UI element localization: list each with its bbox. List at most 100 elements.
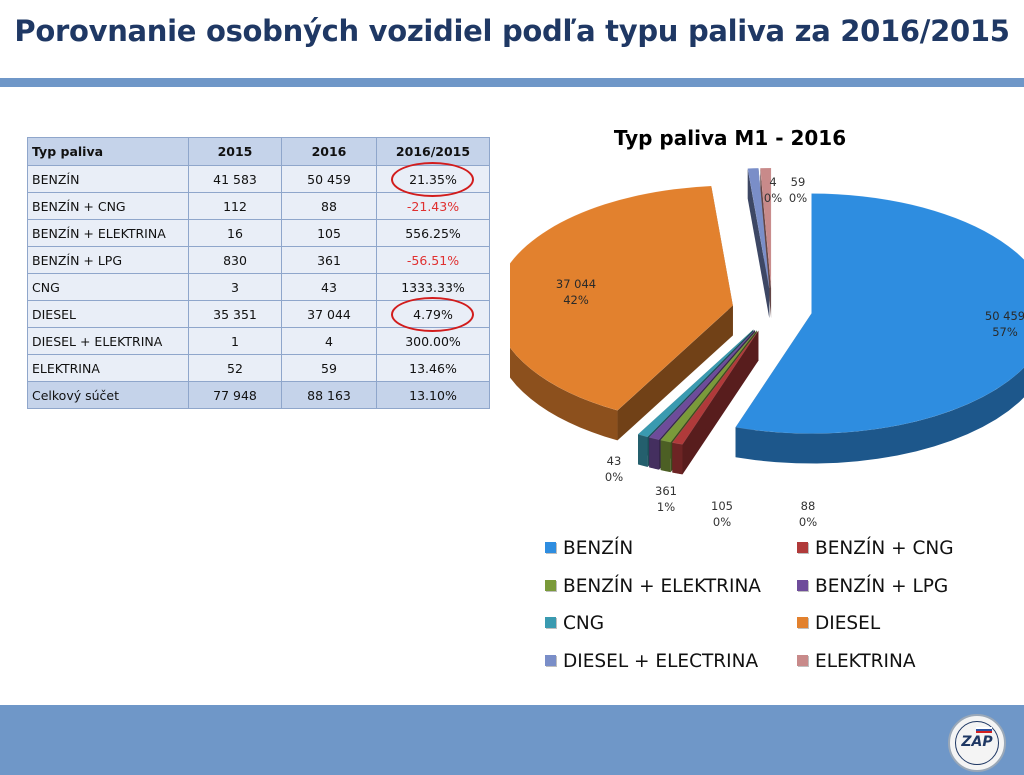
pie-slice-rim (510, 347, 618, 441)
pie-slice-side (672, 330, 759, 473)
value-2016-cell: 88 (281, 192, 377, 220)
ratio-cell: 300.00% (376, 327, 490, 355)
logo-ring (955, 721, 999, 765)
data-label-percent: 0% (605, 470, 623, 484)
data-label-value: 43 (607, 454, 622, 468)
pie-slice-rim (660, 440, 671, 473)
legend-label: ELEKTRINA (815, 650, 916, 672)
pie-slice (760, 167, 772, 289)
ratio-cell: 1333.33% (376, 273, 490, 301)
pie-slice (735, 193, 1024, 434)
legend-swatch (797, 579, 808, 591)
legend-item: BENZÍN + CNG (797, 538, 954, 559)
fuel-type-cell: ELEKTRINA (27, 354, 189, 382)
table-total-row: Celkový súčet 77 948 88 163 13.10% (27, 381, 490, 409)
highlight-ellipse (390, 296, 474, 332)
fuel-type-cell: CNG (27, 273, 189, 301)
pie-slice (671, 330, 759, 445)
legend-label: BENZÍN + LPG (815, 575, 949, 597)
ratio-cell: -21.43% (376, 192, 490, 220)
pie-labels: 50 459 57% 88 0% 105 0% 361 1% 43 0% 37 044 42% 4 0% 5… (556, 175, 1024, 529)
pie-slice-side (617, 305, 733, 441)
ratio-cell: -56.51% (376, 246, 490, 274)
table-row: ELEKTRINA 52 59 13.46% (27, 354, 490, 382)
value-2015-cell: 3 (188, 273, 282, 301)
value-2016-cell: 88 163 (281, 381, 377, 409)
value-2016-cell: 4 (281, 327, 377, 355)
fuel-type-cell: BENZÍN + ELEKTRINA (27, 219, 189, 247)
data-label-value: 105 (711, 499, 733, 513)
legend-swatch (545, 542, 556, 553)
fuel-type-cell: Celkový súčet (27, 381, 189, 409)
value-2015-cell: 41 583 (188, 165, 282, 193)
legend-label: BENZÍN (563, 538, 634, 559)
legend-item: BENZÍN + ELEKTRINA (545, 576, 761, 597)
pie-slice-rim (672, 442, 683, 475)
legend-item: BENZÍN (545, 538, 633, 559)
data-label-percent: 0% (764, 191, 782, 205)
legend-swatch (545, 654, 556, 666)
ratio-cell: 13.46% (376, 354, 490, 382)
table-header-cell: 2016 (281, 137, 377, 166)
legend-swatch (545, 617, 556, 628)
legend-item: ELEKTRINA (797, 651, 916, 672)
pie-slice (510, 185, 734, 411)
fuel-type-cell: BENZÍN (27, 165, 189, 193)
table-row: CNG 3 43 1333.33% (27, 273, 490, 301)
value-2016-cell: 59 (281, 354, 377, 382)
pie-slice-rim (638, 434, 648, 467)
data-label-value: 59 (791, 175, 806, 189)
pie-slice (660, 330, 757, 443)
data-label-percent: 57% (992, 325, 1018, 339)
data-label-percent: 1% (657, 500, 675, 514)
header-rule (0, 78, 1024, 87)
table-row: BENZÍN + CNG 112 88 -21.43% (27, 192, 490, 220)
legend-label: DIESEL + ELECTRINA (563, 650, 759, 672)
legend-item: DIESEL + ELECTRINA (545, 651, 758, 672)
footer-bar (0, 705, 1024, 775)
value-2015-cell: 1 (188, 327, 282, 355)
data-label-value: 88 (801, 499, 816, 513)
data-label-percent: 42% (563, 293, 589, 307)
value-2016-cell: 105 (281, 219, 377, 247)
data-label-value: 50 459 (985, 309, 1024, 323)
value-2015-cell: 52 (188, 354, 282, 382)
data-label-percent: 0% (789, 191, 807, 205)
legend-label: DIESEL (815, 613, 881, 634)
table-header-cell: 2016/2015 (376, 137, 490, 166)
pie-slice (747, 167, 770, 289)
chart-title: Typ paliva M1 - 2016 (613, 126, 847, 150)
value-2015-cell: 16 (188, 219, 282, 247)
legend-label: BENZÍN + CNG (815, 538, 954, 559)
fuel-type-cell: DIESEL + ELEKTRINA (27, 327, 189, 355)
legend-swatch (797, 617, 808, 628)
legend-item: BENZÍN + LPG (797, 576, 948, 597)
value-2015-cell: 35 351 (188, 300, 282, 328)
logo-text: ZAP (961, 734, 993, 750)
highlight-ellipse (390, 161, 474, 197)
table-header-cell: Typ paliva (27, 137, 189, 166)
legend-item: CNG (545, 613, 604, 634)
pie-chart: 50 459 57% 88 0% 105 0% 361 1% 43 0% 37 044 42% 4 0% 5… (510, 167, 1024, 529)
zap-logo: ZAP (948, 714, 1006, 772)
value-2016-cell: 43 (281, 273, 377, 301)
table-row: DIESEL + ELEKTRINA 1 4 300.00% (27, 327, 490, 355)
table-header-cell: 2015 (188, 137, 282, 166)
table-row: BENZÍN 41 583 50 459 21.35% (27, 165, 490, 193)
value-2016-cell: 37 044 (281, 300, 377, 328)
fuel-type-cell: BENZÍN + CNG (27, 192, 189, 220)
fuel-type-cell: DIESEL (27, 300, 189, 328)
data-label-value: 37 044 (556, 277, 596, 291)
legend-swatch (797, 654, 808, 666)
fuel-table: Typ paliva 2015 2016 2016/2015 BENZÍN 41 583 5… (27, 137, 490, 409)
page-title: Porovnanie osobných vozidiel podľa typu … (14, 14, 1010, 48)
value-2015-cell: 830 (188, 246, 282, 274)
pie-tops (510, 167, 1024, 445)
fuel-type-cell: BENZÍN + LPG (27, 246, 189, 274)
ratio-cell: 13.10% (376, 381, 490, 409)
value-2016-cell: 50 459 (281, 165, 377, 193)
table-row: BENZÍN + ELEKTRINA 16 105 556.25% (27, 219, 490, 247)
data-label-percent: 0% (713, 515, 731, 529)
data-label-percent: 0% (799, 515, 817, 529)
legend-label: BENZÍN + ELEKTRINA (563, 575, 761, 597)
